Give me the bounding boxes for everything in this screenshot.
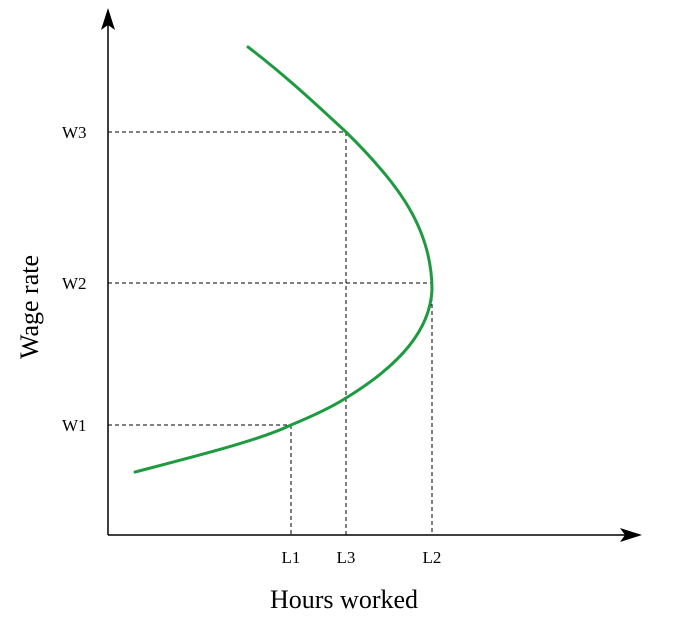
x-tick-label-l1: L1: [282, 548, 301, 567]
x-axis-title: Hours worked: [270, 585, 418, 614]
reference-lines: [108, 131, 433, 535]
x-axis-arrowhead: [620, 528, 642, 542]
y-tick-label-w3: W3: [62, 123, 87, 142]
labor-supply-curve: [133, 45, 434, 474]
y-axis-arrowhead: [101, 8, 115, 30]
y-axis-title: Wage rate: [15, 255, 44, 359]
x-tick-label-l2: L2: [423, 548, 442, 567]
y-tick-label-w1: W1: [62, 416, 87, 435]
y-tick-label-w2: W2: [62, 274, 87, 293]
x-tick-label-l3: L3: [337, 548, 356, 567]
